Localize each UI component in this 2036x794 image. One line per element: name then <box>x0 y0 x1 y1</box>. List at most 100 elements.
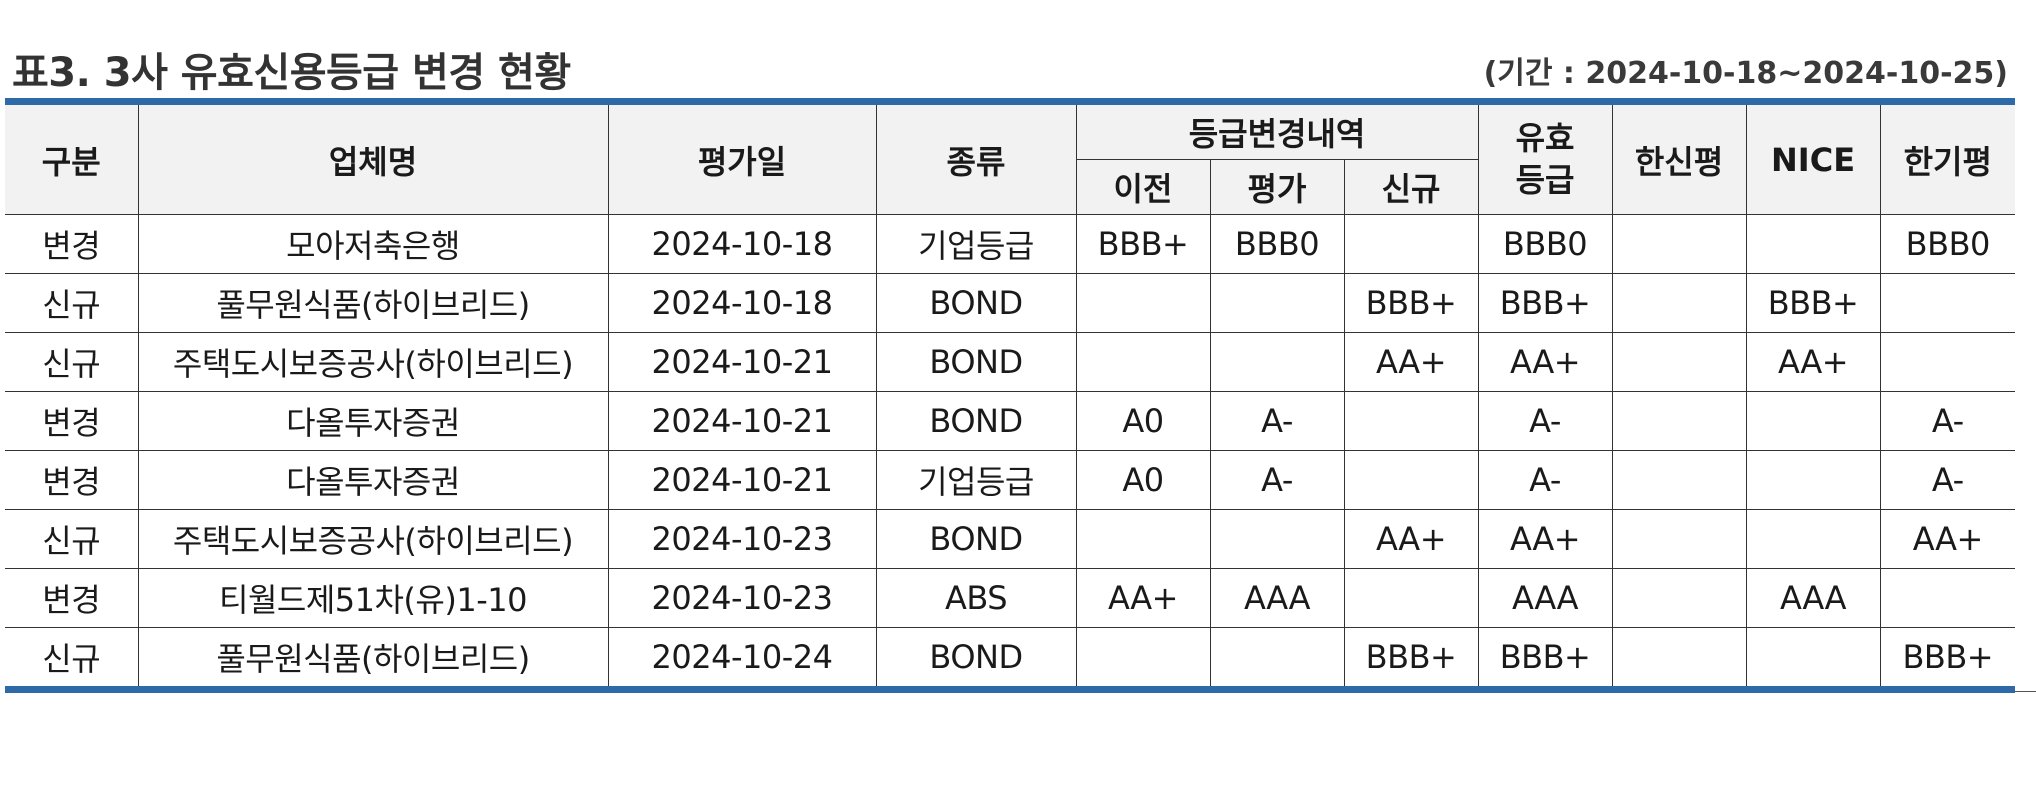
cell-prev <box>1075 509 1211 569</box>
table-row: 신규 주택도시보증공사(하이브리드) 2024-10-21 BOND AA+ AA+ AA+ <box>5 332 2016 392</box>
cell-prev: BBB+ <box>1075 214 1211 274</box>
cell-eval: A- <box>1209 391 1345 451</box>
cell-date: 2024-10-21 <box>607 450 877 510</box>
header-hangi: 한기평 <box>1879 101 2016 215</box>
header-nice: NICE <box>1745 101 1881 215</box>
cell-date: 2024-10-18 <box>607 273 877 333</box>
cell-nice: BBB+ <box>1745 273 1881 333</box>
header-change-history: 등급변경내역 <box>1075 101 1479 160</box>
cell-eval <box>1209 509 1345 569</box>
cell-prev <box>1075 627 1211 690</box>
cell-hangi <box>1879 332 2016 392</box>
cell-prev <box>1075 332 1211 392</box>
cell-hanshin <box>1611 214 1747 274</box>
period-label: (기간 : 2024-10-18~2024-10-25) <box>1483 56 2008 91</box>
cell-hangi <box>1879 568 2016 628</box>
cell-category: 신규 <box>5 509 139 569</box>
cell-date: 2024-10-18 <box>607 214 877 274</box>
cell-company: 주택도시보증공사(하이브리드) <box>137 509 609 569</box>
header-new: 신규 <box>1343 159 1479 215</box>
cell-new: AA+ <box>1343 509 1479 569</box>
cell-new <box>1343 391 1479 451</box>
cell-prev: A0 <box>1075 391 1211 451</box>
cell-nice: AA+ <box>1745 332 1881 392</box>
cell-date: 2024-10-24 <box>607 627 877 690</box>
header-prev: 이전 <box>1076 159 1211 215</box>
cell-category: 변경 <box>5 391 139 451</box>
cell-company: 모아저축은행 <box>137 214 609 274</box>
cell-category: 변경 <box>5 450 139 510</box>
header-effective-grade: 유효 등급 <box>1477 101 1613 215</box>
cell-hanshin <box>1611 391 1747 451</box>
table-row: 변경 모아저축은행 2024-10-18 기업등급 BBB+ BBB0 BBB0 BBB0 <box>5 214 2016 274</box>
header-category: 구분 <box>5 101 139 215</box>
cell-eval: A- <box>1209 450 1345 510</box>
cell-hangi: BBB+ <box>1879 627 2016 690</box>
cell-hanshin <box>1611 568 1747 628</box>
cell-eval <box>1209 627 1345 690</box>
cell-nice: AAA <box>1745 568 1881 628</box>
cell-new: BBB+ <box>1343 273 1479 333</box>
page-title: 표3. 3사 유효신용등급 변경 현황 <box>12 50 571 96</box>
cell-category: 신규 <box>5 332 139 392</box>
cell-nice <box>1745 627 1881 690</box>
cell-company: 풀무원식품(하이브리드) <box>137 273 609 333</box>
cell-hanshin <box>1611 450 1747 510</box>
cell-type: BOND <box>875 391 1077 451</box>
cell-eval <box>1209 273 1345 333</box>
cell-prev: A0 <box>1075 450 1211 510</box>
cell-type: BOND <box>875 627 1077 690</box>
cell-category: 신규 <box>5 627 139 690</box>
cell-hanshin <box>1611 627 1747 690</box>
table-row: 신규 풀무원식품(하이브리드) 2024-10-24 BOND BBB+ BBB+ BBB+ <box>5 627 2016 690</box>
cell-effective: AA+ <box>1477 332 1613 392</box>
cell-hangi: BBB0 <box>1879 214 2016 274</box>
cell-company: 티월드제51차(유)1-10 <box>137 568 609 628</box>
rating-change-table: 구분 업체명 평가일 종류 등급변경내역 유효 등급 한신평 NICE 한기평 … <box>5 98 2016 693</box>
cell-hangi: AA+ <box>1879 509 2016 569</box>
cell-hanshin <box>1611 332 1747 392</box>
cell-date: 2024-10-23 <box>607 509 877 569</box>
header-company: 업체명 <box>137 101 609 215</box>
cell-new: AA+ <box>1343 332 1479 392</box>
cell-effective: BBB+ <box>1477 273 1613 333</box>
cell-company: 주택도시보증공사(하이브리드) <box>137 332 609 392</box>
table-row: 신규 주택도시보증공사(하이브리드) 2024-10-23 BOND AA+ AA+ AA+ <box>5 509 2016 569</box>
table-row: 변경 티월드제51차(유)1-10 2024-10-23 ABS AA+ AAA AAA AA… <box>5 568 2016 628</box>
cell-type: ABS <box>875 568 1077 628</box>
cell-new: BBB+ <box>1343 627 1479 690</box>
cell-eval: AAA <box>1209 568 1345 628</box>
header-hanshin: 한신평 <box>1611 101 1747 215</box>
cell-new <box>1343 450 1479 510</box>
table-row: 신규 풀무원식품(하이브리드) 2024-10-18 BOND BBB+ BBB+ BBB+ <box>5 273 2016 333</box>
cell-type: 기업등급 <box>875 450 1077 510</box>
cell-nice <box>1745 509 1881 569</box>
header-eval-date: 평가일 <box>607 101 877 215</box>
cell-category: 변경 <box>5 214 139 274</box>
cell-date: 2024-10-21 <box>607 332 877 392</box>
table-row: 변경 다올투자증권 2024-10-21 기업등급 A0 A- A- A- <box>5 450 2016 510</box>
cell-new <box>1343 214 1479 274</box>
cell-category: 신규 <box>5 273 139 333</box>
cell-hangi: A- <box>1879 391 2016 451</box>
cell-hanshin <box>1611 273 1747 333</box>
table-row: 변경 다올투자증권 2024-10-21 BOND A0 A- A- A- <box>5 391 2016 451</box>
cell-type: BOND <box>875 273 1077 333</box>
cell-date: 2024-10-23 <box>607 568 877 628</box>
cell-type: 기업등급 <box>875 214 1077 274</box>
cell-category: 변경 <box>5 568 139 628</box>
cell-prev <box>1075 273 1211 333</box>
cell-eval: BBB0 <box>1209 214 1345 274</box>
header-eval: 평가 <box>1209 159 1345 215</box>
cell-effective: A- <box>1477 450 1613 510</box>
cell-prev: AA+ <box>1075 568 1211 628</box>
cell-effective: A- <box>1477 391 1613 451</box>
cell-effective: AA+ <box>1477 509 1613 569</box>
cell-company: 풀무원식품(하이브리드) <box>137 627 609 690</box>
cell-nice <box>1745 391 1881 451</box>
cell-hangi <box>1879 273 2016 333</box>
cell-hangi: A- <box>1879 450 2016 510</box>
cell-eval <box>1209 332 1345 392</box>
cell-effective: AAA <box>1477 568 1613 628</box>
cell-company: 다올투자증권 <box>137 450 609 510</box>
